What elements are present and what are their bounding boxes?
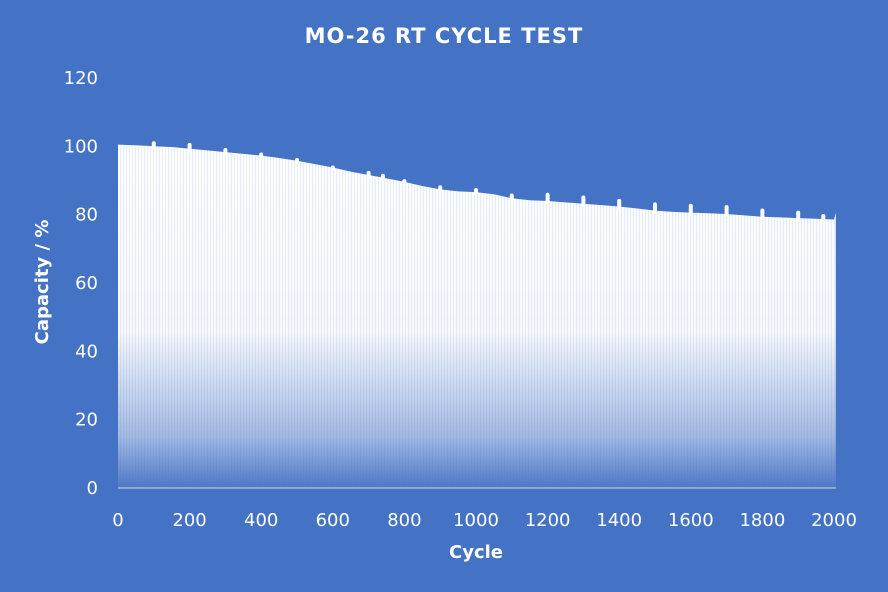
x-tick-label: 1800 (739, 510, 785, 531)
y-tick-label: 0 (87, 478, 98, 499)
y-tick-label: 80 (75, 205, 98, 226)
x-tick-label: 400 (244, 510, 278, 531)
spike-mark (617, 198, 622, 210)
x-tick-label: 800 (387, 510, 421, 531)
capacity-area-texture (118, 144, 836, 488)
y-axis-title: Capacity / % (32, 220, 53, 345)
spike-mark (474, 188, 478, 196)
x-tick-label: 1400 (596, 510, 642, 531)
plot-area (118, 141, 836, 489)
spike-mark (380, 173, 385, 181)
x-tick-label: 200 (172, 510, 206, 531)
spike-mark (402, 179, 407, 185)
y-tick-label: 120 (64, 68, 98, 89)
spike-mark (688, 203, 693, 216)
spike-mark (438, 185, 443, 193)
chart-title: MO-26 RT CYCLE TEST (305, 24, 584, 48)
spike-mark (760, 208, 765, 220)
y-tick-label: 100 (64, 136, 98, 157)
x-axis-title: Cycle (449, 542, 503, 563)
x-tick-label: 1600 (668, 510, 714, 531)
spike-mark (187, 142, 192, 152)
spike-mark (653, 202, 657, 214)
spike-mark (724, 205, 729, 217)
spike-mark (581, 195, 586, 207)
spike-mark (151, 141, 156, 150)
spike-mark (366, 170, 371, 178)
y-tick-label: 60 (75, 273, 98, 294)
y-axis-ticks: 0 20 40 60 80 100 120 (64, 68, 98, 499)
spike-mark (545, 192, 550, 204)
spike-mark (796, 210, 801, 222)
spike-mark (509, 193, 514, 202)
x-axis-ticks: 0 200 400 600 800 1000 1200 1400 1600 1800 2000 (112, 510, 857, 531)
x-tick-label: 1200 (525, 510, 571, 531)
y-tick-label: 40 (75, 341, 98, 362)
spike-mark (330, 165, 335, 171)
spike-mark (259, 152, 264, 159)
y-tick-label: 20 (75, 410, 98, 431)
x-tick-label: 1000 (453, 510, 499, 531)
spike-mark (821, 214, 826, 223)
x-tick-label: 600 (316, 510, 350, 531)
spike-mark (223, 148, 228, 156)
x-tick-label: 0 (112, 510, 123, 531)
spike-mark (295, 158, 299, 164)
x-tick-label: 2000 (811, 510, 857, 531)
